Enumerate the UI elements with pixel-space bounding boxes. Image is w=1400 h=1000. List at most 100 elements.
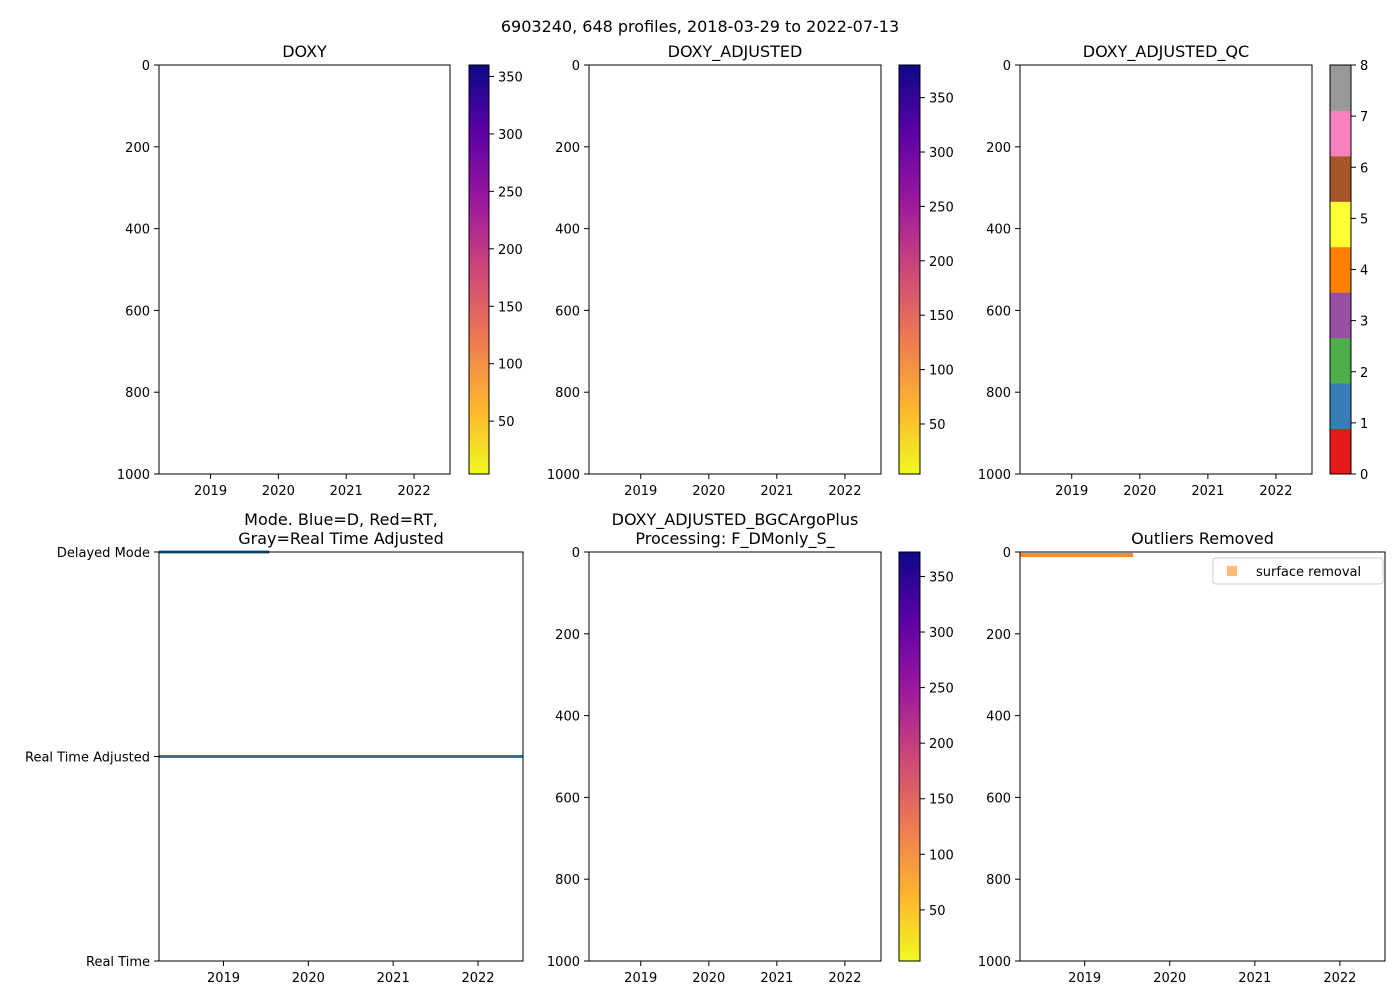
y-tick-label: 600 — [555, 304, 580, 319]
colorbar-tick-label: 200 — [929, 255, 954, 270]
x-tick-label: 2021 — [330, 484, 363, 499]
colorbar-tick-label: 4 — [1360, 264, 1368, 279]
x-tick-label: 2021 — [1191, 484, 1224, 499]
x-tick-label: 2020 — [262, 484, 295, 499]
x-tick-label: 2020 — [1153, 971, 1186, 986]
y-tick-label: 1000 — [978, 955, 1011, 970]
colorbar-frame — [898, 551, 921, 962]
y-tick-label: 600 — [986, 304, 1011, 319]
y-tick-label: Delayed Mode — [57, 546, 150, 561]
colorbar-segment-3 — [1330, 292, 1351, 339]
colorbar-tick-label: 200 — [929, 737, 954, 752]
colorbar-tick-label: 7 — [1360, 110, 1368, 125]
y-tick-label: 400 — [555, 710, 580, 725]
plot-frame-outliers — [1019, 551, 1386, 962]
colorbar-tick-label: 50 — [929, 904, 946, 919]
colorbar-tick-label: 250 — [929, 200, 954, 215]
y-tick-label: 0 — [1003, 546, 1011, 561]
y-tick-label: 200 — [555, 628, 580, 643]
colorbar-tick-label: 2 — [1360, 366, 1368, 381]
x-tick-label: 2020 — [1123, 484, 1156, 499]
colorbar-segment-1 — [1330, 383, 1351, 430]
colorbar-segment-5 — [1330, 201, 1351, 248]
title-mode-line2: Gray=Real Time Adjusted — [238, 529, 444, 548]
plot-frame-doxy — [158, 64, 451, 475]
colorbar-frame — [898, 64, 921, 475]
colorbar-doxy — [469, 65, 489, 474]
chart-doxy-adjusted: DOXY_ADJUSTED 2019 2020 2021 2022 0 200 400 600 8… — [547, 42, 954, 499]
y-tick-label: 1000 — [978, 468, 1011, 483]
colorbar-tick-label: 50 — [929, 418, 946, 433]
y-tick-label: 400 — [555, 223, 580, 238]
colorbar-tick-label: 150 — [929, 309, 954, 324]
colorbar-tick-label: 5 — [1360, 212, 1368, 227]
colorbar-tick-label: 8 — [1360, 59, 1368, 74]
colorbar-tick-label: 250 — [498, 185, 523, 200]
colorbar-segment-0 — [1330, 428, 1351, 475]
x-tick-label: 2022 — [1323, 971, 1356, 986]
colorbar-tick-label: 1 — [1360, 417, 1368, 432]
plot-frame-doxy-adjusted-qc — [1019, 64, 1313, 475]
x-tick-label: 2022 — [1259, 484, 1292, 499]
series-outliers-0 — [1020, 553, 1134, 558]
colorbar-tick-label: 350 — [929, 570, 954, 585]
colorbar-tick-label: 300 — [929, 626, 954, 641]
figure-suptitle: 6903240, 648 profiles, 2018-03-29 to 202… — [501, 17, 899, 36]
legend-box — [1212, 557, 1384, 585]
colorbar-tick-label: 100 — [929, 364, 954, 379]
y-tick-label: 0 — [572, 546, 580, 561]
x-tick-label: 2019 — [194, 484, 227, 499]
chart-outliers: Outliers Removed 2019 2020 2021 2022 0 200 400 6… — [978, 529, 1386, 986]
y-tick-label: 200 — [986, 628, 1011, 643]
x-tick-label: 2021 — [377, 971, 410, 986]
x-tick-label: 2021 — [760, 484, 793, 499]
title-doxy: DOXY — [282, 42, 327, 61]
x-tick-label: 2022 — [398, 484, 431, 499]
y-tick-label: 800 — [986, 873, 1011, 888]
y-tick-label: 800 — [555, 386, 580, 401]
colorbar-doxy-adjusted — [899, 65, 920, 474]
y-tick-label: 800 — [986, 386, 1011, 401]
title-outliers: Outliers Removed — [1131, 529, 1274, 548]
x-tick-label: 2019 — [1055, 484, 1088, 499]
title-bgcargoplus-line1: DOXY_ADJUSTED_BGCArgoPlus — [612, 510, 859, 530]
legend-marker — [1227, 566, 1237, 576]
chart-doxy: DOXY 2019 2020 2021 2022 0 200 400 600 800 1000 50 1… — [117, 42, 523, 499]
colorbar-tick-label: 50 — [498, 415, 515, 430]
y-tick-label: 200 — [555, 141, 580, 156]
chart-mode: Mode. Blue=D, Red=RT,Gray=Real Time Adju… — [25, 510, 524, 986]
title-doxy-adjusted: DOXY_ADJUSTED — [668, 42, 803, 62]
x-tick-label: 2019 — [207, 971, 240, 986]
colorbar-frame — [468, 64, 490, 475]
y-tick-label: 600 — [125, 304, 150, 319]
y-tick-label: 200 — [125, 141, 150, 156]
colorbar-tick-label: 3 — [1360, 315, 1368, 330]
colorbar-segment-4 — [1330, 246, 1351, 293]
x-tick-label: 2021 — [1238, 971, 1271, 986]
colorbar-segment-6 — [1330, 155, 1351, 202]
y-tick-label: 600 — [986, 791, 1011, 806]
colorbar-tick-label: 300 — [498, 128, 523, 143]
plot-frame-bgcargoplus — [588, 551, 882, 962]
y-tick-label: 0 — [572, 59, 580, 74]
y-tick-label: 1000 — [117, 468, 150, 483]
colorbar-tick-label: 350 — [929, 92, 954, 107]
x-tick-label: 2020 — [692, 971, 725, 986]
colorbar-tick-label: 200 — [498, 243, 523, 258]
colorbar-bgcargoplus — [899, 552, 920, 961]
x-tick-label: 2019 — [624, 484, 657, 499]
colorbar-tick-label: 0 — [1360, 468, 1368, 483]
y-tick-label: 1000 — [547, 955, 580, 970]
title-doxy-adjusted-qc: DOXY_ADJUSTED_QC — [1083, 42, 1249, 62]
y-tick-label: 1000 — [547, 468, 580, 483]
colorbar-segment-8 — [1330, 65, 1351, 111]
y-tick-label: 400 — [125, 223, 150, 238]
y-tick-label: 800 — [555, 873, 580, 888]
y-tick-label: 200 — [986, 141, 1011, 156]
x-tick-label: 2022 — [461, 971, 494, 986]
y-tick-label: 0 — [1003, 59, 1011, 74]
colorbar-segment-2 — [1330, 337, 1351, 384]
colorbar-tick-label: 250 — [929, 682, 954, 697]
